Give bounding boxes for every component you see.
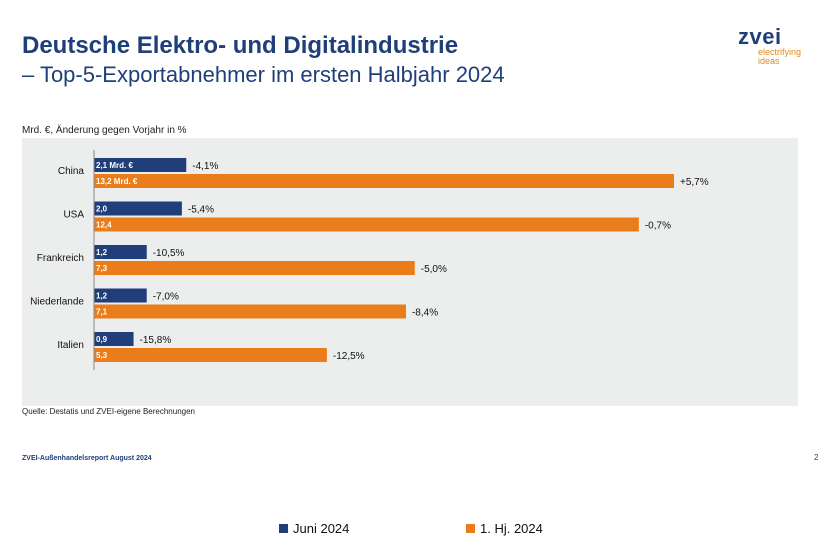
value-label-italien-series-0: 0,9 [96,335,108,344]
change-label-italien-series-1: -12,5% [333,351,365,362]
change-label-niederlande-series-1: -8,4% [412,308,438,319]
source-note: Quelle: Destatis und ZVEI-eigene Berechn… [22,407,195,416]
category-label-frankreich: Frankreich [37,253,84,264]
bar-italien-series-1 [94,348,327,362]
bar-china-series-0 [94,158,187,172]
chart-unit-label: Mrd. €, Änderung gegen Vorjahr in % [22,125,187,136]
value-label-usa-series-1: 12,4 [96,221,112,230]
legend-item-juni: Juni 2024 [279,520,350,536]
value-label-china-series-1: 13,2 Mrd. € [96,177,138,186]
bar-china-series-1 [94,174,674,188]
legend-label-juni: Juni 2024 [293,520,350,536]
change-label-usa-series-1: -0,7% [645,221,671,232]
zvei-logo: zvei electrifying ideas [738,26,820,66]
value-label-china-series-0: 2,1 Mrd. € [96,161,133,170]
legend-label-halbjahr: 1. Hj. 2024 [480,520,543,536]
logo-tagline-2: ideas [758,56,780,66]
value-label-italien-series-1: 5,3 [96,351,108,360]
bar-niederlande-series-0 [94,288,147,303]
value-label-niederlande-series-1: 7,1 [96,308,108,317]
logo-word: zvei [738,24,782,49]
category-label-usa: USA [63,210,84,221]
legend-item-halbjahr: 1. Hj. 2024 [466,520,543,536]
chart-panel: China 2,1 Mrd. € -4,1% 13,2 Mrd. € +5,7% USA 2… [22,138,798,536]
bar-frankreich-series-1 [94,261,415,275]
value-label-frankreich-series-0: 1,2 [96,248,108,257]
category-label-niederlande: Niederlande [30,297,84,308]
change-label-niederlande-series-0: -7,0% [153,292,179,303]
bar-usa-series-1 [94,217,639,232]
value-label-frankreich-series-1: 7,3 [96,264,108,273]
legend-swatch-halbjahr [466,523,475,533]
bar-niederlande-series-1 [94,304,406,319]
change-label-frankreich-series-1: -5,0% [421,264,447,275]
page-title: Deutsche Elektro- und Digitalindustrie [22,32,459,59]
page-subtitle: – Top-5-Exportabnehmer im ersten Halbjah… [22,62,505,87]
bar-frankreich-series-0 [94,245,147,259]
logo-tagline-1: electrifying [758,47,802,57]
legend-swatch-juni [279,523,288,533]
category-label-china: China [58,166,85,177]
bar-italien-series-0 [94,332,134,346]
value-label-niederlande-series-0: 1,2 [96,292,108,301]
page-number: 2 [814,453,819,462]
bar-chart: China 2,1 Mrd. € -4,1% 13,2 Mrd. € +5,7% USA 2… [30,150,709,370]
category-label-italien: Italien [57,340,84,351]
change-label-usa-series-0: -5,4% [188,205,214,216]
change-label-italien-series-0: -15,8% [140,335,172,346]
bar-usa-series-0 [94,201,182,216]
change-label-china-series-0: -4,1% [192,161,218,172]
value-label-usa-series-0: 2,0 [96,205,108,214]
change-label-china-series-1: +5,7% [680,177,709,188]
change-label-frankreich-series-0: -10,5% [153,248,185,259]
footer-report-title: ZVEI-Außenhandelsreport August 2024 [22,455,152,462]
